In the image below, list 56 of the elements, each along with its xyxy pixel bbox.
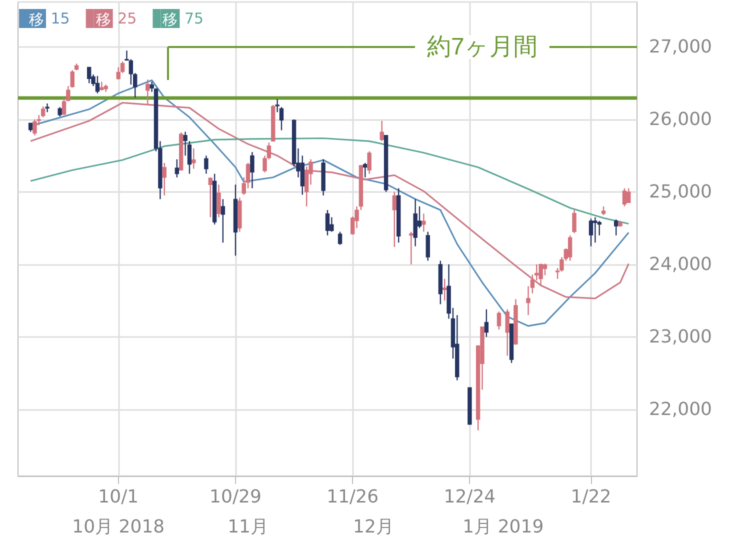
candlestick [380, 120, 384, 142]
legend-label: 移 15 [29, 10, 70, 28]
legend-label: 移 25 [96, 10, 137, 28]
candlestick [505, 308, 510, 356]
candlestick [174, 158, 180, 178]
candlestick [484, 308, 489, 338]
candlestick [325, 209, 330, 236]
y-tick-label: 26,000 [649, 108, 712, 130]
x-tick-label: 1/22 [570, 486, 612, 508]
annotation: 約7ヶ月間 [427, 34, 538, 60]
candlestick [568, 234, 572, 262]
candlestick [363, 162, 368, 178]
candlestick [542, 263, 548, 276]
x-tick-label: 11/26 [326, 486, 379, 508]
candlestick [162, 162, 166, 196]
candlestick [413, 198, 418, 247]
candlestick [192, 148, 196, 170]
x2-tick-label: 12月 [353, 516, 394, 538]
x-tick-label: 12/24 [444, 486, 496, 508]
candlestick [426, 231, 430, 262]
candlestick [204, 155, 208, 174]
line-series [30, 137, 630, 225]
legend-label: 移 75 [162, 10, 204, 28]
candlestick [422, 213, 426, 232]
candlestick [626, 188, 631, 204]
x-tick-label: 10/1 [98, 486, 139, 508]
candlestick [32, 118, 37, 136]
candlestick [250, 151, 254, 189]
candlestick [208, 176, 212, 218]
candlestick [588, 218, 594, 247]
candlestick [95, 75, 100, 94]
candlestick [330, 216, 334, 232]
x2-tick-label: 11月 [228, 516, 268, 538]
candlestick [87, 66, 92, 84]
candlestick [442, 278, 447, 302]
candlestick [392, 191, 397, 248]
candlestick [538, 263, 543, 287]
y-tick-label: 22,000 [649, 398, 712, 420]
candlestick [367, 150, 372, 174]
candlestick [572, 209, 576, 234]
candlestick [622, 188, 627, 207]
candlestick [220, 198, 226, 244]
x-tick-label: 10/29 [210, 486, 262, 508]
y-tick-label: 25,000 [649, 181, 712, 202]
x2-tick-label: 10月 2018 [72, 516, 165, 538]
candlestick [338, 231, 342, 246]
candlestick [496, 310, 502, 330]
candlestick [593, 216, 598, 244]
y-tick-label: 27,000 [649, 36, 712, 58]
candlestick [216, 184, 221, 218]
candlestick [58, 106, 62, 118]
candlestick [614, 218, 618, 236]
x2-tick-label: 1月 2019 [462, 516, 544, 538]
y-tick-label: 24,000 [649, 254, 712, 275]
y-tick-label: 23,000 [649, 326, 712, 348]
candlestick [45, 102, 50, 113]
